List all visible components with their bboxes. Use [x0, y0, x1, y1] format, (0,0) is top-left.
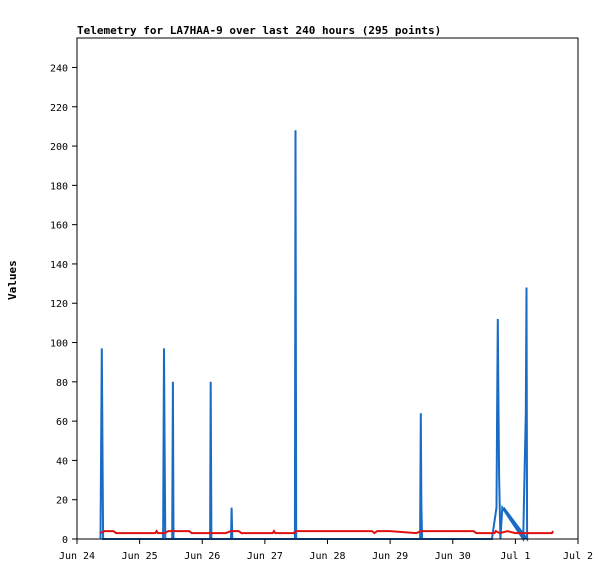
y-tick-label: 180	[50, 181, 68, 192]
y-tick-label: 100	[50, 339, 68, 350]
series-line-2	[100, 529, 555, 535]
x-tick-label: Jun 27	[247, 551, 283, 562]
y-tick-label: 20	[56, 496, 68, 507]
chart-title: Telemetry for LA7HAA-9 over last 240 hou…	[77, 24, 442, 37]
y-tick-label: 160	[50, 221, 68, 232]
x-tick-label: Jun 24	[59, 551, 95, 562]
y-tick-label: 0	[62, 535, 68, 546]
series-line-1	[99, 130, 529, 543]
series-layer	[99, 130, 555, 543]
y-tick-label: 60	[56, 417, 68, 428]
y-tick-label: 220	[50, 103, 68, 114]
plot-frame	[76, 37, 579, 540]
y-tick-label: 140	[50, 260, 68, 271]
x-tick-label: Jun 25	[122, 551, 158, 562]
x-tick-label: Jul 2	[563, 551, 593, 562]
y-tick-label: 200	[50, 142, 68, 153]
x-tick-label: Jun 29	[372, 551, 408, 562]
y-tick-label: 40	[56, 456, 68, 467]
x-tick-label: Jun 30	[435, 551, 471, 562]
y-tick-label: 80	[56, 378, 68, 389]
axis-layer: 0 20 40 60 80 100 120 140 160 180 200 220 240 Jun 24 J…	[50, 63, 593, 562]
x-tick-label: Jun 26	[184, 551, 220, 562]
y-tick-label: 120	[50, 299, 68, 310]
x-tick-label: Jul 1	[500, 551, 530, 562]
y-tick-label: 240	[50, 63, 68, 74]
x-tick-label: Jun 28	[309, 551, 345, 562]
